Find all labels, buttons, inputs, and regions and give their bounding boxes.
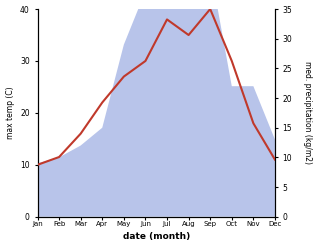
X-axis label: date (month): date (month) (123, 232, 190, 242)
Y-axis label: med. precipitation (kg/m2): med. precipitation (kg/m2) (303, 62, 313, 165)
Y-axis label: max temp (C): max temp (C) (5, 87, 15, 139)
